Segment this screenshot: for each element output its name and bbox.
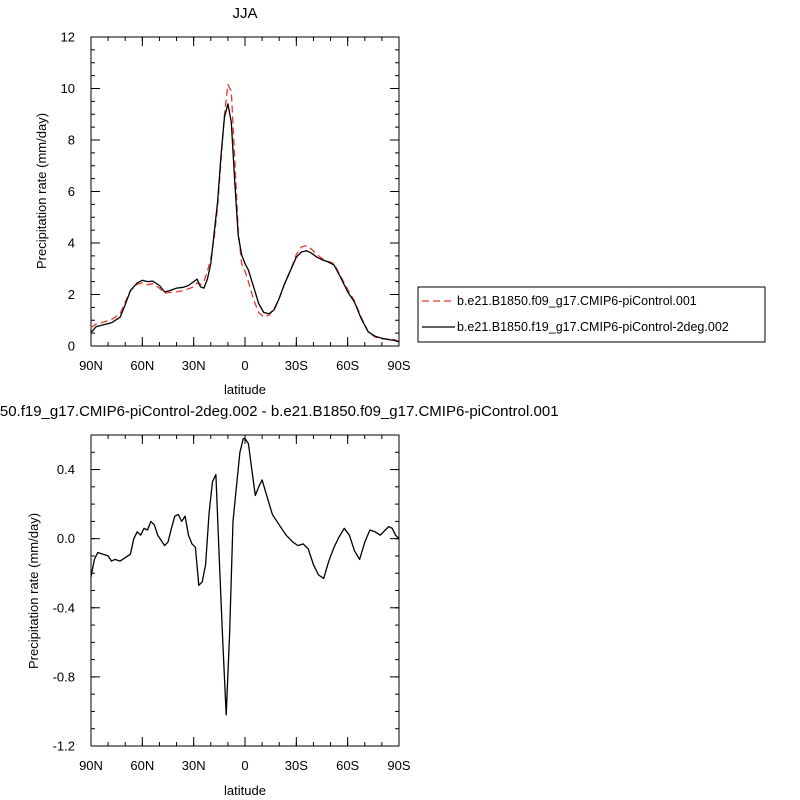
bottom-plot-frame (90, 434, 400, 747)
bottom-x-tick-label: 90S (387, 758, 410, 773)
bottom-chart-title: b.e21.B1850.f19_g17.CMIP6-piControl-2deg… (0, 403, 559, 420)
bottom-x-tick-label: 90N (79, 758, 103, 773)
top-plot-area: 90N 60N 30N 0 30S 60S 90S 0 2 4 6 8 10 12 (61, 30, 411, 374)
legend: b.e21.B1850.f09_g17.CMIP6-piControl.001 … (417, 286, 766, 343)
top-y-tick-label: 8 (68, 133, 75, 148)
legend-label-series-2: b.e21.B1850.f19_g17.CMIP6-piControl-2deg… (457, 320, 729, 334)
bottom-y-axis-title: Precipitation rate (mm/day) (26, 513, 41, 669)
top-x-tick-label: 60S (336, 358, 359, 373)
legend-label-series-1: b.e21.B1850.f09_g17.CMIP6-piControl.001 (457, 294, 697, 308)
bottom-x-tick-label: 30S (285, 758, 308, 773)
bottom-y-tick-label: 0.4 (57, 462, 75, 477)
top-x-tick-label: 90N (79, 358, 103, 373)
bottom-y-tick-label: -1.2 (53, 739, 75, 754)
top-y-axis-title: Precipitation rate (mm/day) (34, 113, 49, 269)
bottom-chart: b.e21.B1850.f19_g17.CMIP6-piControl-2deg… (0, 403, 559, 798)
top-y-tick-label: 0 (68, 339, 75, 354)
top-series-line-2 (90, 103, 400, 343)
top-x-tick-label: 60N (130, 358, 154, 373)
legend-box (417, 286, 766, 343)
top-y-tick-label: 4 (68, 236, 75, 251)
top-x-tick-label: 30S (285, 358, 308, 373)
top-x-tick-label: 30N (182, 358, 206, 373)
bottom-x-tick-label: 30N (182, 758, 206, 773)
bottom-x-tick-label: 0 (241, 758, 248, 773)
bottom-y-tick-label: -0.8 (53, 669, 75, 684)
bottom-y-tick-label: -0.4 (53, 600, 75, 615)
bottom-x-tick-label: 60N (130, 758, 154, 773)
top-y-tick-label: 12 (61, 30, 75, 45)
bottom-x-axis-title: latitude (224, 783, 266, 798)
bottom-x-tick-label: 60S (336, 758, 359, 773)
top-y-tick-label: 2 (68, 287, 75, 302)
top-y-tick-label: 6 (68, 184, 75, 199)
bottom-y-tick-label: 0.0 (57, 531, 75, 546)
top-series-line-1 (90, 83, 400, 343)
top-y-tick-label: 10 (61, 81, 75, 96)
top-chart: JJA 90N 60N 30N 0 30S 60S 90S 0 2 4 6 8 10 12 latitud… (34, 5, 411, 397)
bottom-plot-area: 90N 60N 30N 0 30S 60S 90S -1.2 -0.8 -0.4 0.0 0.4 (53, 434, 411, 773)
top-x-axis-title: latitude (224, 382, 266, 397)
top-x-tick-label: 0 (241, 358, 248, 373)
bottom-series-line-1 (90, 437, 400, 716)
top-chart-title: JJA (232, 5, 257, 22)
top-x-tick-label: 90S (387, 358, 410, 373)
